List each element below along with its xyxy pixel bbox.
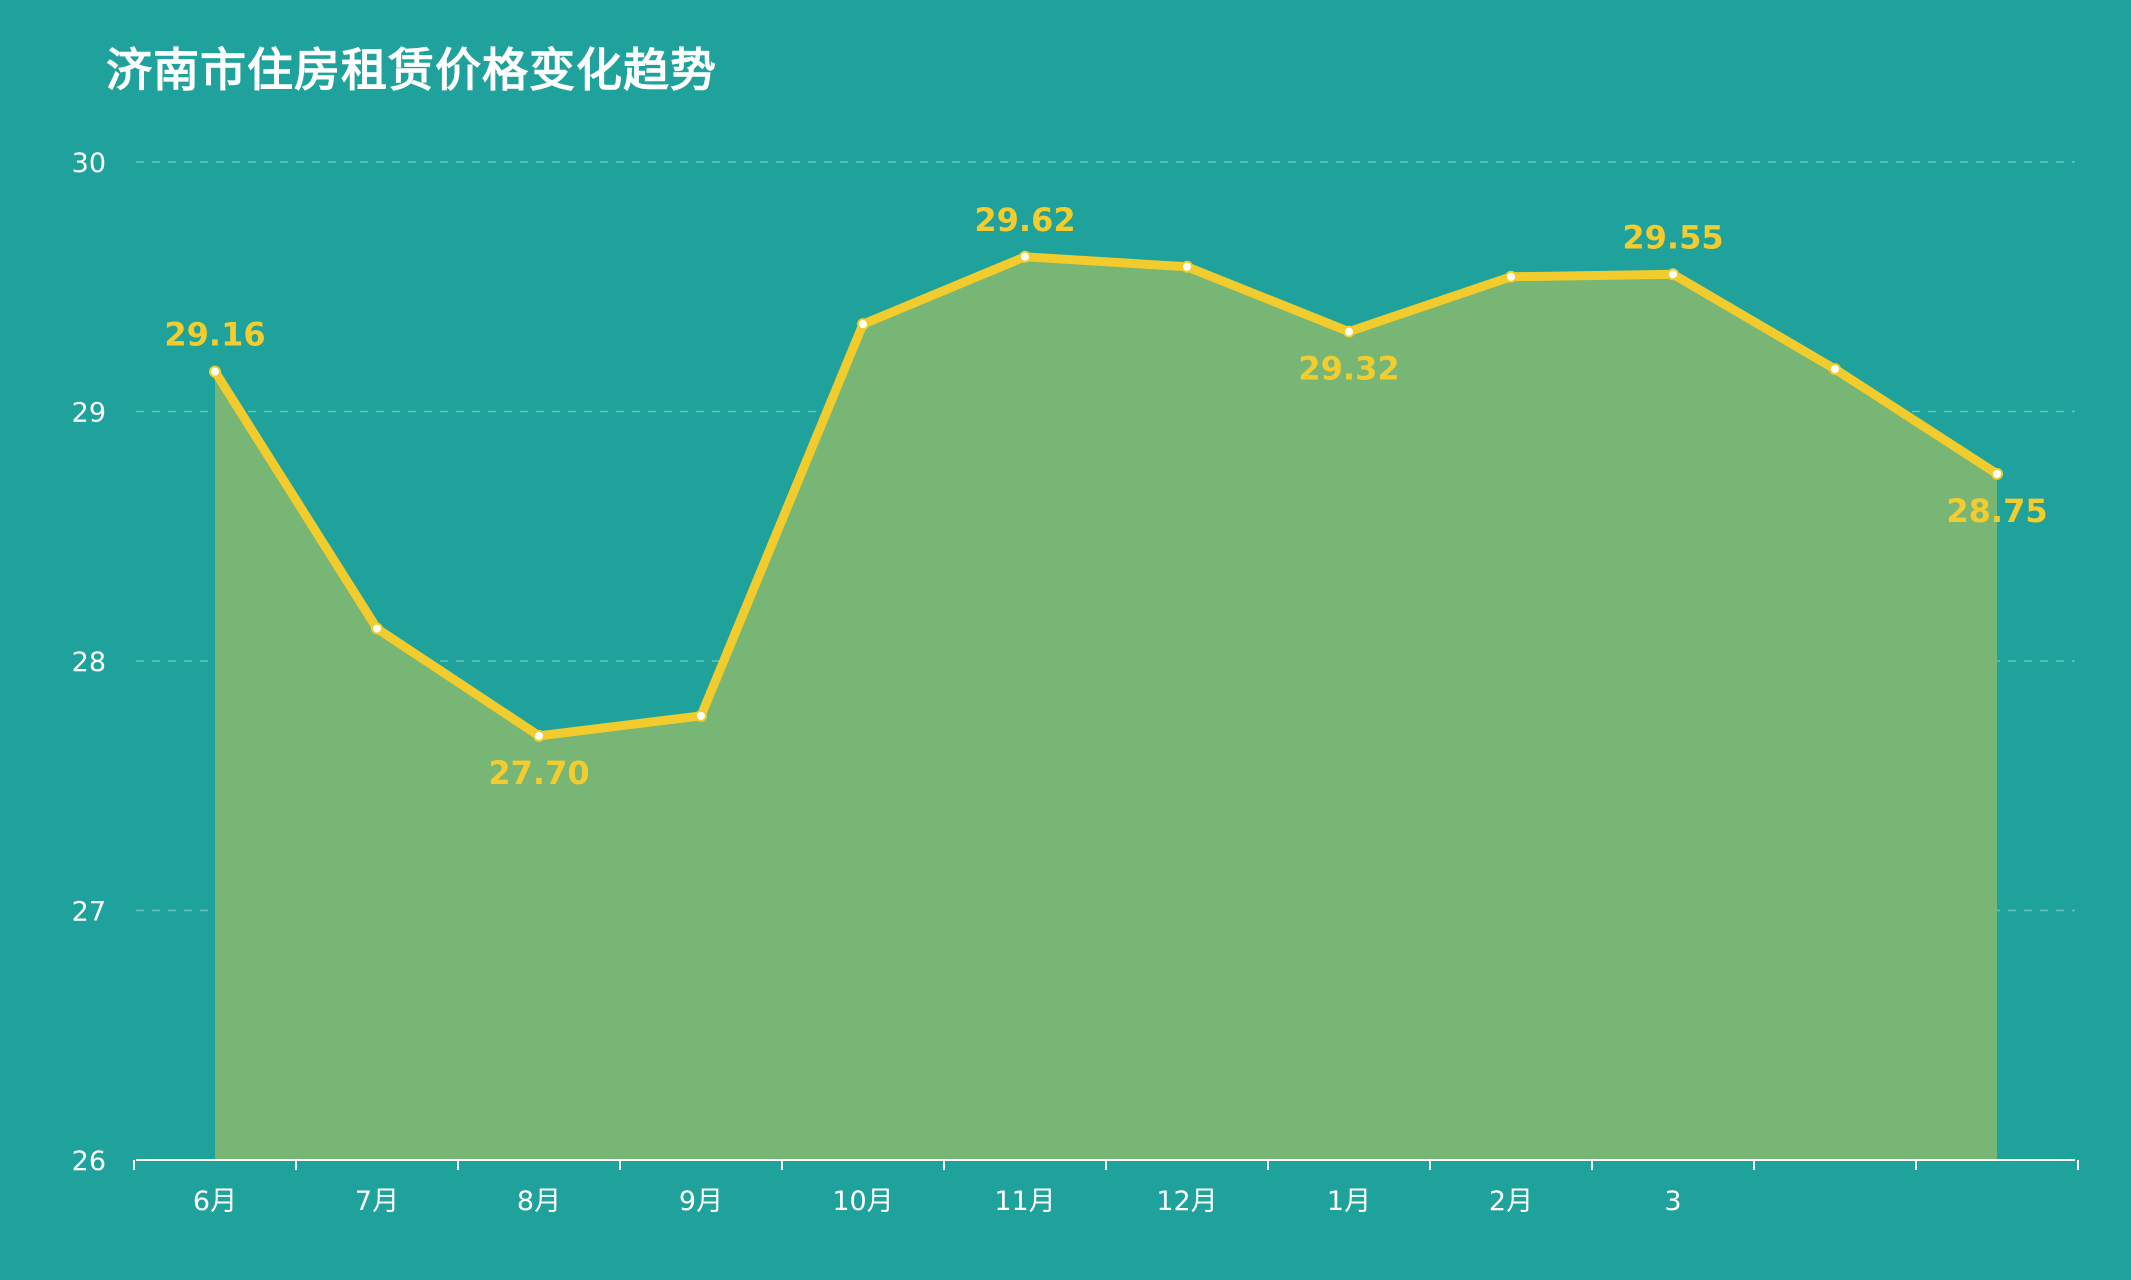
data-label: 29.32 xyxy=(1298,350,1399,388)
x-tick-label: 3 xyxy=(1664,1186,1681,1217)
data-point xyxy=(1829,363,1841,376)
data-point xyxy=(533,729,545,742)
chart-title: 济南市住房租赁价格变化趋势 xyxy=(106,43,717,97)
y-tick-label: 28 xyxy=(72,647,106,678)
x-tick-label: 8月 xyxy=(517,1186,561,1217)
x-tick-label: 12月 xyxy=(1156,1186,1217,1217)
data-point xyxy=(1343,325,1355,338)
x-tick-label: 6月 xyxy=(193,1186,237,1217)
data-point xyxy=(209,365,221,378)
data-point xyxy=(1019,250,1031,263)
data-point xyxy=(857,318,869,331)
data-point xyxy=(1991,467,2003,480)
x-tick-label: 2月 xyxy=(1489,1186,1533,1217)
x-tick-label: 10月 xyxy=(832,1186,893,1217)
x-tick-label: 9月 xyxy=(679,1186,723,1217)
x-tick-label: 1月 xyxy=(1327,1186,1371,1217)
data-point xyxy=(695,709,707,722)
data-label: 29.62 xyxy=(974,201,1075,239)
data-label: 29.55 xyxy=(1622,218,1723,256)
data-point xyxy=(371,622,383,635)
x-tick-label: 11月 xyxy=(994,1186,1055,1217)
data-point xyxy=(1667,268,1679,281)
y-tick-label: 27 xyxy=(72,897,106,928)
series-line xyxy=(210,252,2002,741)
series-area xyxy=(215,256,1997,1160)
y-tick-label: 26 xyxy=(72,1146,106,1177)
x-tick-label: 7月 xyxy=(355,1186,399,1217)
data-label: 28.75 xyxy=(1946,492,2047,530)
data-label: 27.70 xyxy=(488,754,589,792)
data-label: 29.16 xyxy=(164,316,265,354)
data-point xyxy=(1505,270,1517,283)
y-tick-label: 30 xyxy=(72,148,106,179)
y-tick-label: 29 xyxy=(72,398,106,429)
data-point xyxy=(1181,260,1193,273)
